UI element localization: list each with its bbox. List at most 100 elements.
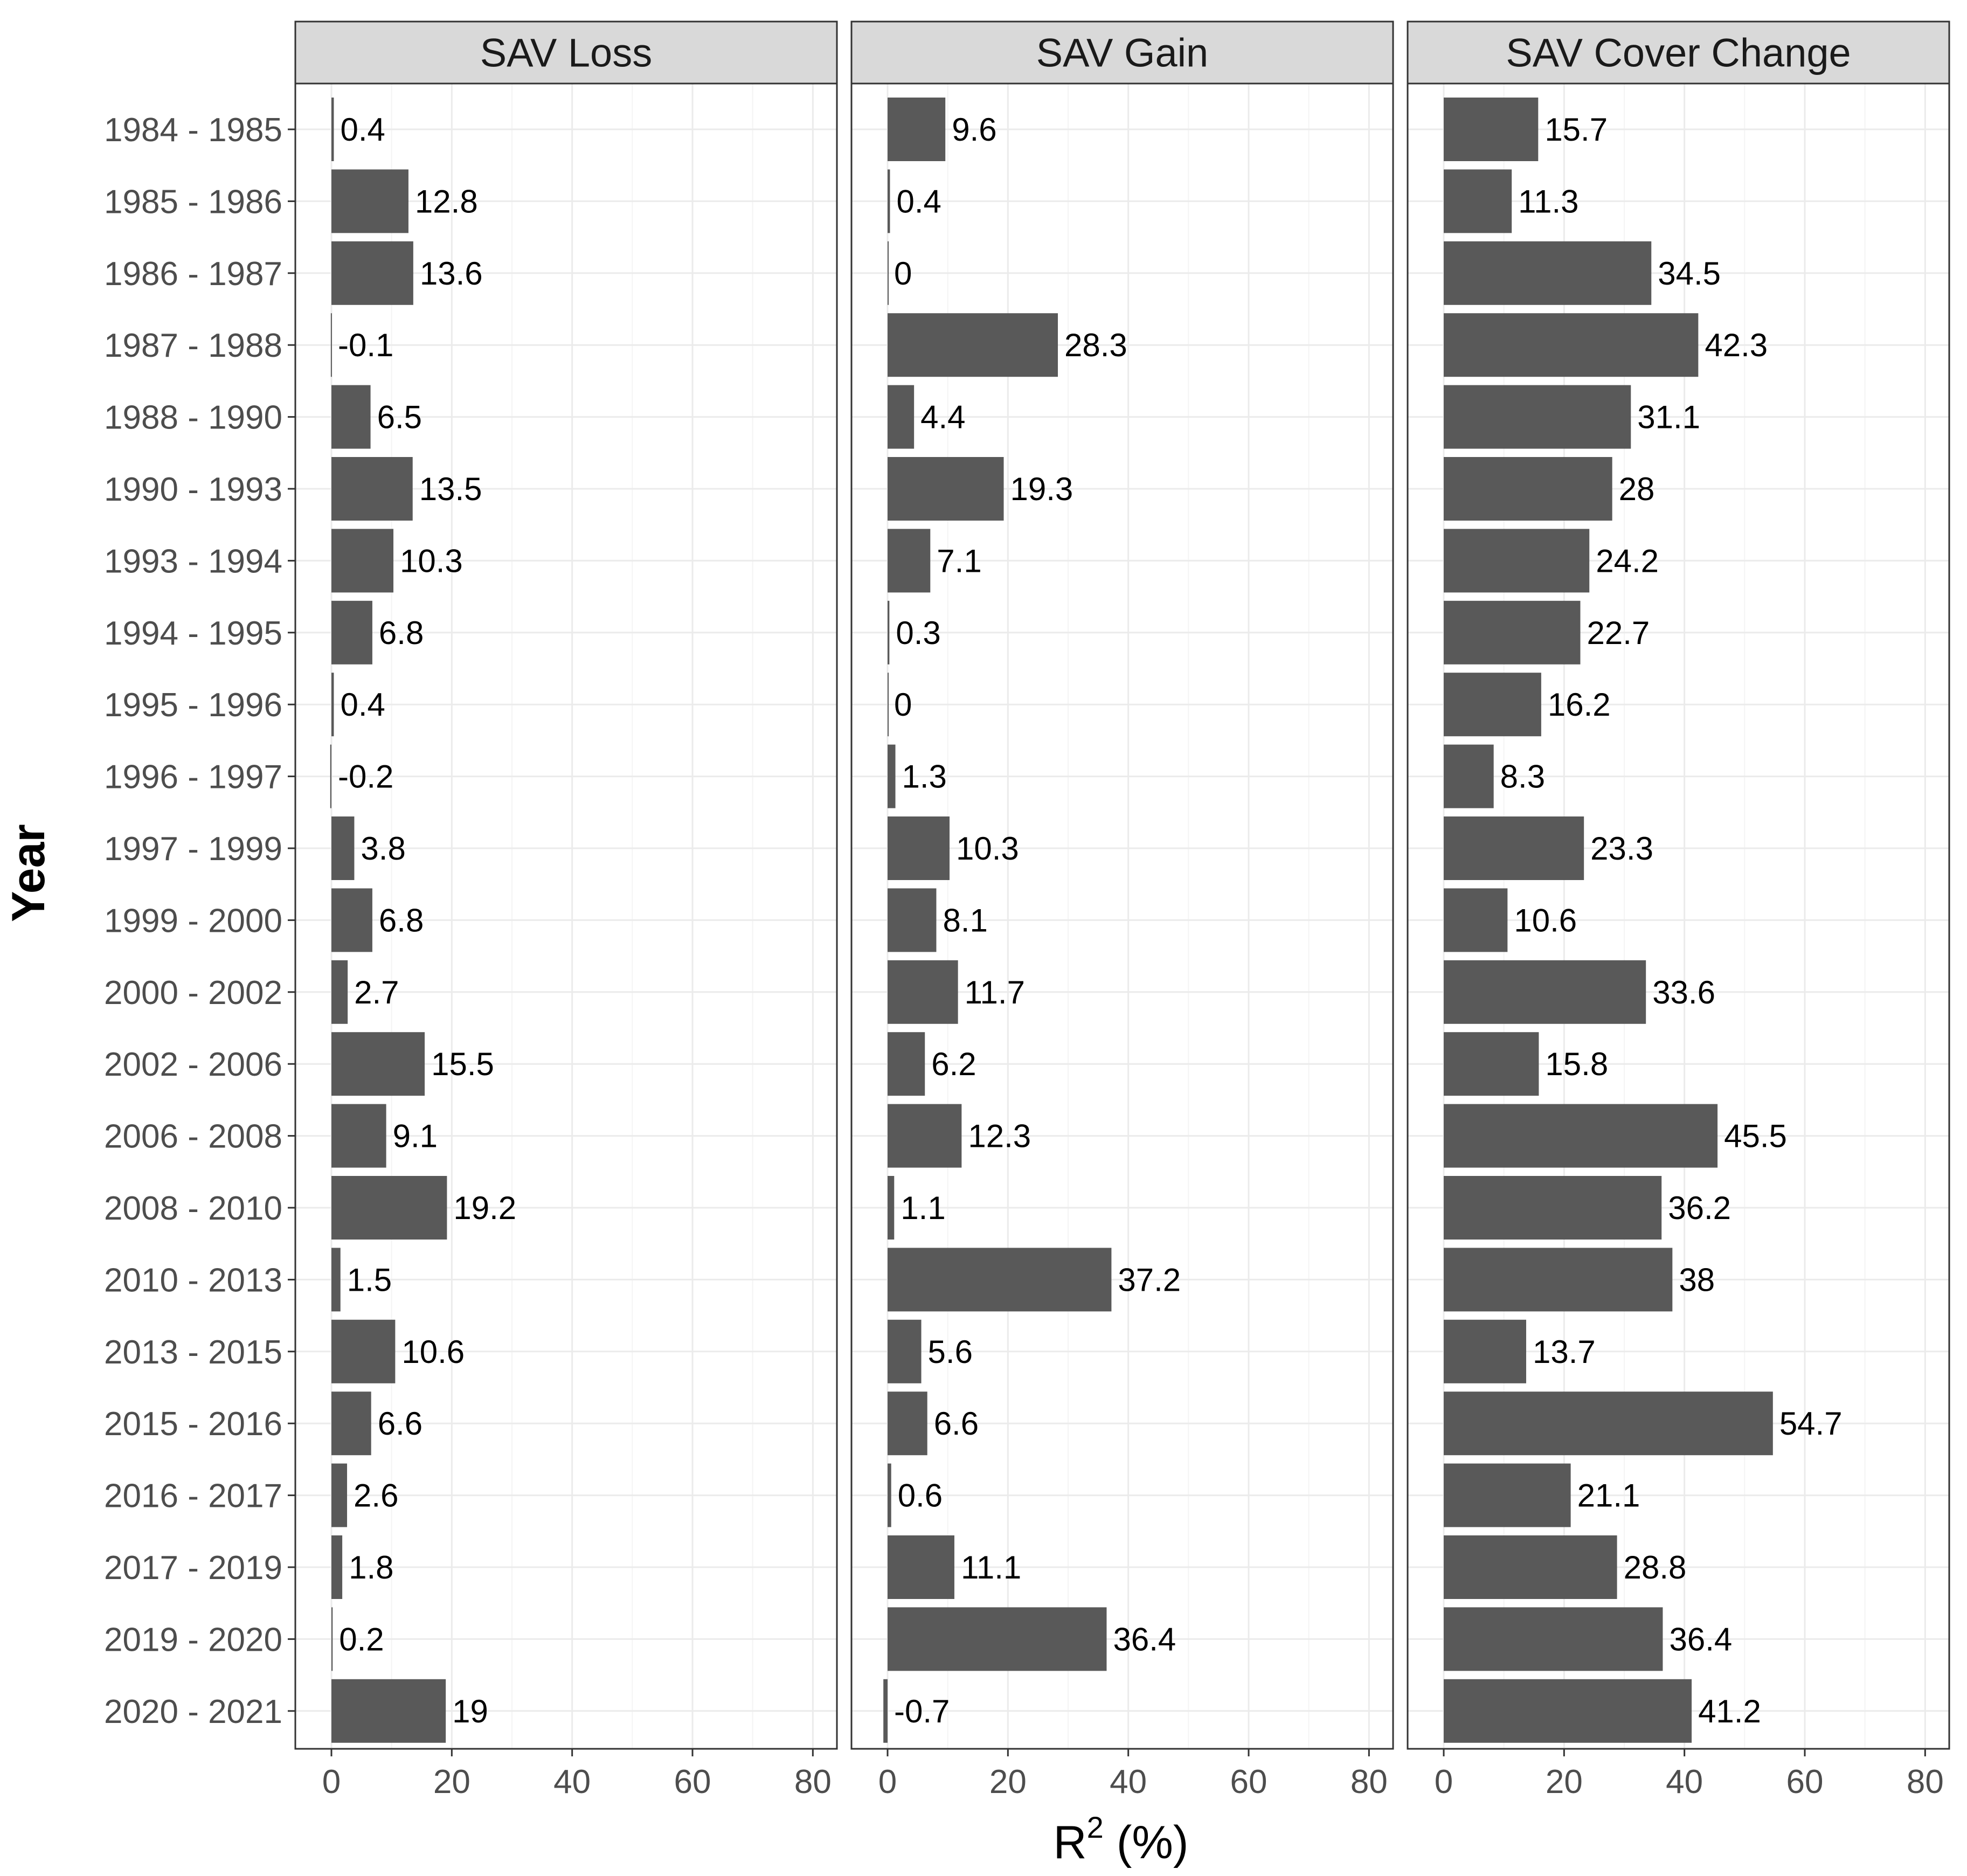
panel-sav-gain: SAV Gain 9.6 0.4 0 28.3 4.4 19.3 7.1 0.3 0 1.310.3… [850,20,1394,1801]
bar-sav-cover-change-18 [1444,1392,1773,1456]
value-label-sav-gain-11: 8.1 [943,902,987,938]
y-axis-title: Year [3,824,54,922]
y-tick-label-17: 2013 - 2015 [104,1334,282,1371]
bar-sav-gain-8 [888,673,889,737]
y-tick-label-6: 1993 - 1994 [104,543,282,580]
y-tick-label-0: 1984 - 1985 [104,112,282,149]
value-label-sav-gain-19: 0.6 [898,1478,943,1514]
y-tick-label-3: 1987 - 1988 [104,327,282,364]
bar-sav-loss-20 [331,1535,343,1599]
value-label-sav-loss-20: 1.8 [349,1549,393,1586]
value-label-sav-cover-change-3: 42.3 [1705,327,1768,363]
x-tick-label: 20 [989,1763,1027,1801]
bar-sav-loss-2 [331,241,413,305]
y-tick-label-14: 2006 - 2008 [104,1118,282,1155]
value-label-sav-gain-6: 7.1 [937,543,981,579]
value-label-sav-cover-change-11: 10.6 [1514,902,1577,938]
y-tick-label-7: 1994 - 1995 [104,615,282,652]
bar-sav-gain-13 [888,1032,925,1096]
value-label-sav-loss-21: 0.2 [339,1621,384,1657]
panel-background [295,84,837,1749]
value-label-sav-gain-9: 1.3 [902,759,947,795]
bar-sav-loss-6 [331,529,394,593]
value-label-sav-loss-11: 6.8 [379,902,424,938]
value-label-sav-loss-18: 6.6 [378,1406,423,1442]
bar-sav-cover-change-0 [1444,98,1539,161]
value-label-sav-cover-change-22: 41.2 [1698,1693,1761,1729]
value-label-sav-cover-change-5: 28 [1619,471,1655,507]
value-label-sav-loss-5: 13.5 [419,471,482,507]
bar-sav-loss-15 [331,1176,447,1240]
x-tick-label: 40 [1666,1763,1703,1801]
value-label-sav-loss-6: 10.3 [400,543,463,579]
value-label-sav-gain-0: 9.6 [952,112,996,148]
x-tick-label: 40 [553,1763,591,1801]
value-label-sav-cover-change-12: 33.6 [1652,974,1715,1010]
bar-sav-gain-7 [888,600,890,664]
x-tick-label: 80 [1907,1763,1944,1801]
value-label-sav-cover-change-10: 23.3 [1590,830,1653,867]
bar-sav-loss-12 [331,960,348,1024]
value-label-sav-loss-19: 2.6 [354,1478,398,1514]
value-label-sav-cover-change-2: 34.5 [1658,255,1721,292]
bar-sav-gain-18 [888,1392,927,1456]
panel-sav-cover-change: SAV Cover Change 15.7 11.3 34.5 42.331.1 28 24… [1407,20,1950,1801]
bar-sav-loss-18 [331,1392,371,1456]
bar-sav-loss-7 [331,600,372,664]
value-label-sav-gain-7: 0.3 [896,615,940,651]
y-tick-label-19: 2016 - 2017 [104,1478,282,1515]
bar-sav-cover-change-14 [1444,1104,1718,1168]
y-tick-label-9: 1996 - 1997 [104,759,282,796]
bar-sav-gain-4 [888,385,915,449]
bar-sav-cover-change-10 [1444,816,1584,880]
bar-sav-cover-change-7 [1444,600,1581,664]
bar-sav-gain-11 [888,888,937,952]
bar-sav-loss-14 [331,1104,386,1168]
value-label-sav-loss-13: 15.5 [431,1046,494,1082]
bar-sav-loss-13 [331,1032,425,1096]
bar-sav-gain-12 [888,960,958,1024]
bar-sav-cover-change-8 [1444,673,1541,737]
chart-panels: SAV Loss 0.4 12.8 13.6 -0.1 6.5 13.5 10.3 6.8 0.4… [294,20,1950,1801]
value-label-sav-cover-change-4: 31.1 [1637,399,1700,435]
value-label-sav-gain-17: 5.6 [928,1334,973,1370]
value-label-sav-gain-5: 19.3 [1010,471,1073,507]
strip-sav-gain [850,20,1394,85]
value-label-sav-loss-17: 10.6 [401,1334,465,1370]
value-label-sav-gain-4: 4.4 [920,399,965,435]
bar-sav-loss-1 [331,169,408,233]
value-label-sav-cover-change-16: 38 [1679,1262,1715,1298]
x-axis-title: R2 (%) [1054,1810,1189,1868]
value-label-sav-cover-change-15: 36.2 [1668,1190,1731,1226]
y-tick-label-18: 2015 - 2016 [104,1406,282,1443]
bar-sav-loss-21 [331,1607,333,1671]
value-label-sav-gain-20: 11.1 [961,1549,1021,1586]
value-label-sav-loss-1: 12.8 [415,183,478,219]
value-label-sav-cover-change-0: 15.7 [1544,112,1608,148]
value-label-sav-loss-22: 19 [452,1693,488,1729]
strip-label-sav-gain: SAV Gain [1036,31,1208,75]
value-label-sav-loss-16: 1.5 [347,1262,392,1298]
value-label-sav-gain-10: 10.3 [956,830,1019,867]
bar-sav-gain-2 [888,241,889,305]
x-tick-label: 60 [674,1763,711,1801]
value-label-sav-loss-7: 6.8 [379,615,424,651]
x-tick-label: 80 [794,1763,832,1801]
value-label-sav-loss-12: 2.7 [354,974,399,1010]
panel-border [850,82,1394,1750]
value-label-sav-gain-8: 0 [894,687,912,723]
bar-sav-cover-change-5 [1444,457,1612,521]
x-tick-label: 0 [322,1763,341,1801]
bar-sav-gain-22 [883,1679,888,1743]
bar-sav-loss-11 [331,888,372,952]
bar-sav-cover-change-20 [1444,1535,1617,1599]
x-axis-title-units: (%) [1104,1817,1189,1868]
value-label-sav-loss-15: 19.2 [453,1190,516,1226]
strip-label-sav-cover-change: SAV Cover Change [1506,31,1851,75]
bar-sav-cover-change-22 [1444,1679,1692,1743]
x-axis-title-main: R [1054,1817,1087,1868]
bar-sav-gain-0 [888,98,946,161]
value-label-sav-loss-3: -0.1 [338,327,393,363]
bar-sav-gain-6 [888,529,931,593]
